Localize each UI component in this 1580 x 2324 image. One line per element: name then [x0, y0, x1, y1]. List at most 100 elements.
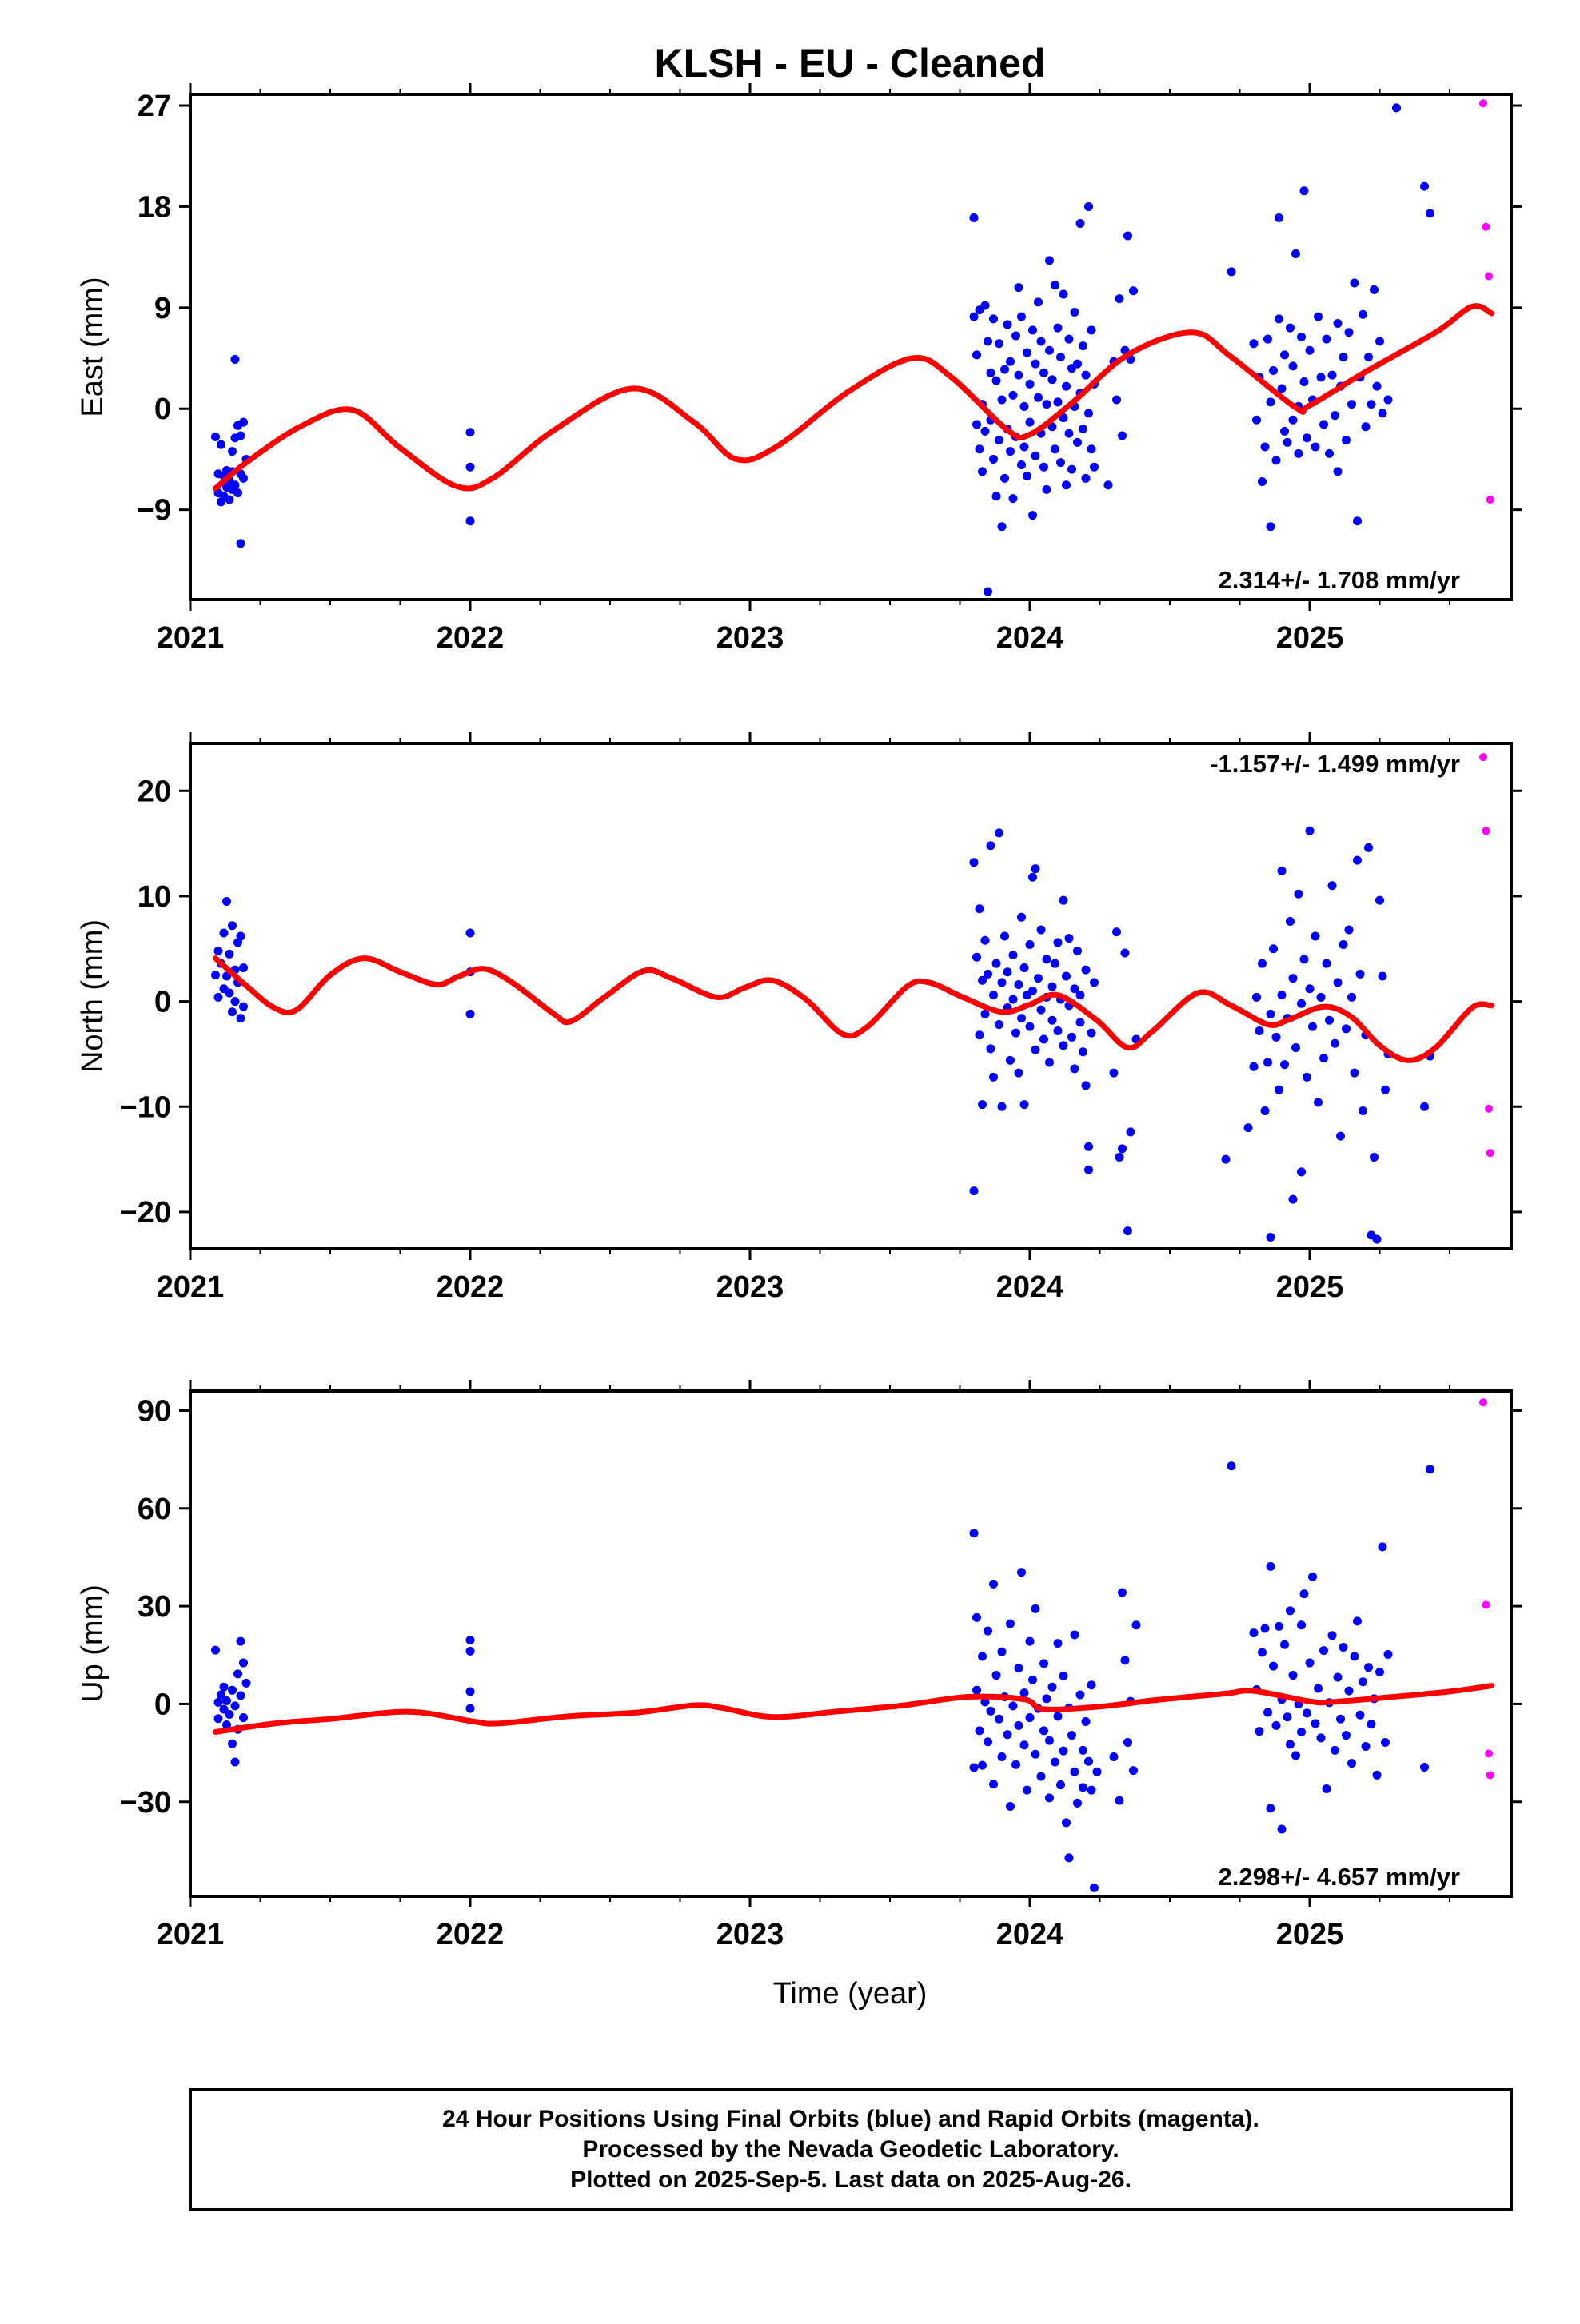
final-orbit-point [1286, 1740, 1295, 1749]
final-orbit-point [975, 904, 984, 914]
footer-frame [189, 2088, 1513, 2211]
final-orbit-point [1115, 1796, 1124, 1805]
final-orbit-point [1266, 522, 1275, 532]
final-orbit-point [1375, 1667, 1384, 1676]
final-orbit-point [228, 1739, 237, 1748]
final-orbit-point [1042, 955, 1051, 964]
final-orbit-point [1008, 995, 1018, 1004]
final-orbit-point [1011, 1760, 1020, 1769]
final-orbit-point [1370, 1152, 1379, 1162]
final-orbit-point [1023, 472, 1031, 481]
final-orbit-point [969, 1186, 979, 1196]
final-orbit-point [986, 1706, 995, 1716]
y-tick-label: 20 [138, 775, 171, 808]
y-axis-label: East (mm) [76, 277, 110, 417]
final-orbit-point [972, 420, 981, 429]
final-orbit-point [1350, 1068, 1359, 1078]
final-orbit-point [1339, 939, 1348, 949]
final-orbit-point [236, 1636, 245, 1646]
final-orbit-point [1280, 1060, 1289, 1070]
final-orbit-point [465, 462, 475, 472]
final-orbit-point [1059, 413, 1068, 422]
final-orbit-point [233, 1669, 242, 1679]
y-tick-label: 0 [154, 986, 171, 1019]
final-orbit-point [225, 949, 234, 959]
final-orbit-point [1031, 1749, 1040, 1759]
final-orbit-point [1053, 397, 1063, 407]
final-orbit-point [1383, 395, 1393, 405]
model-curve [213, 303, 1494, 492]
final-orbit-point [1339, 1642, 1348, 1652]
final-orbit-point [1269, 1661, 1278, 1671]
final-orbit-point [1288, 361, 1298, 371]
final-orbit-point [1275, 1085, 1283, 1094]
final-orbit-point [465, 1687, 475, 1696]
final-orbit-point [1000, 473, 1009, 483]
final-orbit-point [1359, 1677, 1367, 1687]
final-orbit-point [989, 314, 998, 324]
final-orbit-point [1084, 1142, 1093, 1151]
rate-annotation: 2.298+/- 4.657 mm/yr [1219, 1863, 1460, 1891]
final-orbit-point [1375, 895, 1384, 905]
final-orbit-point [1297, 332, 1306, 341]
final-orbit-point [1249, 1062, 1259, 1071]
plot-frame [189, 1389, 1513, 1898]
final-orbit-point [1079, 341, 1087, 351]
north-panel: 2021 2022 2023 2024 2025 20 10 0 −10 −20 North (mm… [76, 732, 1522, 1304]
final-orbit-point [1249, 1628, 1259, 1638]
final-orbit-point [233, 488, 242, 498]
final-orbit-point [1342, 436, 1351, 445]
final-orbit-point [1426, 209, 1434, 218]
rate-annotation: -1.157+/- 1.499 mm/yr [1210, 750, 1460, 778]
final-orbit-point [989, 1579, 998, 1589]
final-orbit-point [1283, 1712, 1292, 1722]
final-orbit-point [1347, 992, 1356, 1002]
final-orbit-point [1381, 1738, 1390, 1748]
rapid-orbit-point [1482, 1600, 1490, 1609]
final-orbit-point [1355, 969, 1365, 979]
final-orbit-point [989, 1072, 998, 1082]
final-orbit-point [1271, 1032, 1281, 1042]
final-orbit-point [1073, 437, 1082, 447]
final-orbit-point [1036, 337, 1046, 346]
final-orbit-point [1087, 444, 1096, 454]
footer-line-2: Processed by the Nevada Geodetic Laborat… [582, 2136, 1119, 2163]
final-orbit-point [1070, 307, 1079, 317]
final-orbit-point [1297, 1727, 1306, 1736]
final-orbit-point [228, 1685, 237, 1695]
final-orbit-point [1079, 1783, 1087, 1792]
x-tick-label: 2024 [996, 621, 1064, 655]
final-orbit-point [1263, 334, 1272, 344]
final-orbit-point [1017, 1014, 1026, 1023]
final-orbit-point [230, 997, 240, 1007]
final-orbit-point [465, 516, 475, 526]
final-orbit-point [1426, 1465, 1434, 1474]
rapid-orbit-point [1486, 496, 1494, 504]
final-orbit-point [1118, 1588, 1127, 1597]
final-orbit-point [1319, 1646, 1328, 1656]
final-orbit-point [1073, 359, 1082, 369]
final-orbit-point [1056, 458, 1065, 468]
final-orbit-point [1025, 1022, 1035, 1031]
final-orbit-point [986, 1044, 995, 1054]
final-orbit-point [1252, 415, 1261, 425]
final-orbit-point [1286, 1606, 1295, 1616]
final-orbit-point [1031, 1604, 1040, 1613]
final-orbit-point [1064, 334, 1074, 344]
final-orbit-point [1299, 1589, 1309, 1599]
final-orbit-point [1025, 417, 1035, 427]
final-orbit-point [972, 350, 981, 360]
y-tick-label: 27 [138, 90, 171, 123]
final-orbit-point [1017, 460, 1026, 469]
final-orbit-point [228, 1007, 237, 1017]
final-orbit-point [1299, 955, 1309, 964]
final-orbit-point [1028, 325, 1037, 335]
final-orbit-point [1378, 971, 1387, 981]
final-orbit-point [1081, 473, 1091, 483]
final-orbit-point [984, 337, 992, 346]
final-orbit-point [236, 1691, 245, 1700]
final-orbit-point [1288, 415, 1298, 425]
final-orbit-point [1375, 337, 1384, 346]
final-orbit-point [1372, 1770, 1382, 1780]
